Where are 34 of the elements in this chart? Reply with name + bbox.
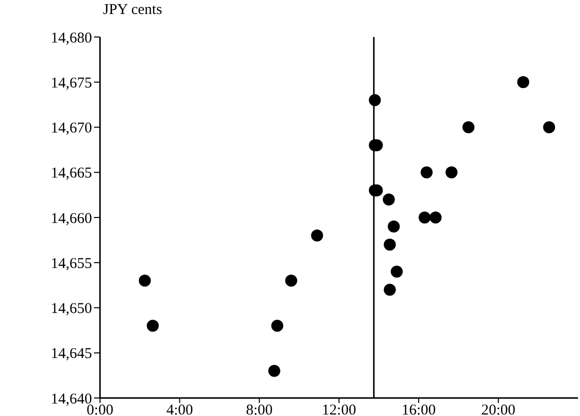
point — [146, 320, 159, 332]
point — [420, 166, 433, 178]
point — [462, 121, 474, 134]
y-tick-label: 14,665 — [50, 166, 92, 182]
y-tick-label: 14,680 — [50, 30, 92, 46]
point — [390, 266, 403, 278]
point — [268, 364, 280, 377]
point — [517, 76, 530, 88]
point — [418, 212, 431, 224]
point — [384, 284, 396, 296]
point — [388, 220, 400, 233]
x-tick-label: 16:00 — [402, 402, 436, 416]
y-tick-label: 14,650 — [50, 301, 92, 318]
y-tick-label: 14,670 — [50, 120, 92, 137]
y-tick-label: 14,645 — [50, 346, 92, 362]
x-tick-label: 20:00 — [481, 402, 516, 416]
point — [382, 193, 395, 206]
y-tick-label: 14,675 — [50, 75, 92, 92]
point — [430, 212, 442, 224]
y-axis-title: JPY cents — [103, 2, 162, 19]
point — [138, 274, 151, 287]
point — [446, 166, 458, 178]
x-tick-label: 0:00 — [86, 402, 114, 416]
point — [271, 320, 284, 332]
point — [543, 121, 556, 134]
y-tick-label: 14,655 — [50, 256, 92, 272]
point — [285, 274, 298, 287]
point — [368, 94, 381, 106]
point — [311, 230, 324, 242]
x-tick-label: 8:00 — [246, 402, 273, 416]
x-tick-label: 12:00 — [322, 402, 356, 416]
x-tick-label: 4:00 — [166, 402, 194, 416]
y-tick-label: 14,660 — [50, 210, 92, 227]
point — [384, 238, 396, 251]
